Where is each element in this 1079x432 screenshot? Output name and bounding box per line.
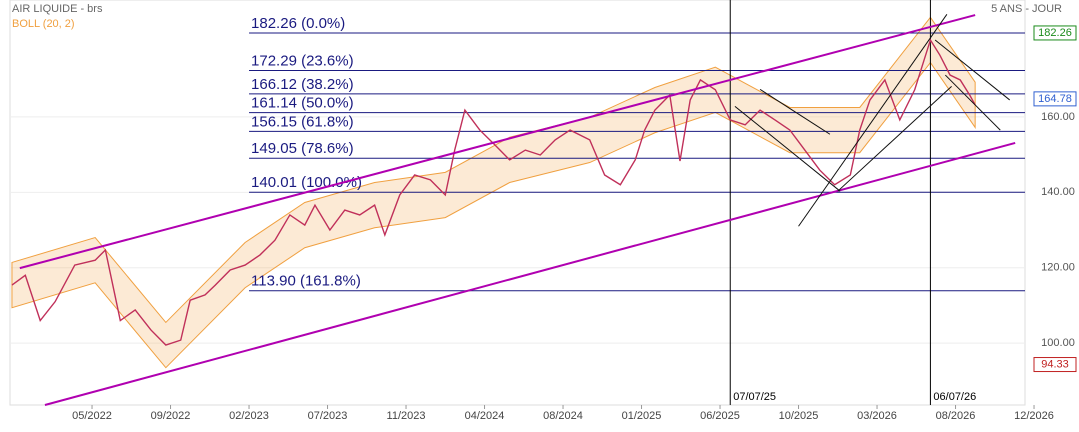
fib-label: 161.14 (50.0%) <box>251 95 354 112</box>
bollinger-band <box>11 16 976 369</box>
fib-label: 149.05 (78.6%) <box>251 140 354 157</box>
x-tick-label: 08/2024 <box>543 410 583 422</box>
x-tick-label: 06/2025 <box>700 410 740 422</box>
trend-line <box>734 105 841 192</box>
fib-label: 172.29 (23.6%) <box>251 53 354 70</box>
trend-line <box>759 88 831 135</box>
fib-label: 113.90 (161.8%) <box>251 273 361 290</box>
x-tick-label: 08/2026 <box>936 410 976 422</box>
trend-line <box>798 14 948 227</box>
bollinger-label: BOLL (20, 2) <box>12 18 75 30</box>
channel-line <box>19 14 976 270</box>
trend-line <box>944 74 1001 131</box>
y-tick-label: 120.00 <box>1041 262 1075 274</box>
price-line <box>11 38 976 346</box>
price-tag-box <box>1033 357 1077 373</box>
x-tick-label: 11/2023 <box>387 410 426 422</box>
price-tag-box <box>1033 25 1077 41</box>
x-tick-label: 12/2026 <box>1014 410 1054 422</box>
chart-title: AIR LIQUIDE - brs <box>12 3 103 15</box>
trend-line <box>934 39 1011 101</box>
x-tick-label: 02/2023 <box>229 410 269 422</box>
period-label: 5 ANS - JOUR <box>991 3 1062 15</box>
x-tick-label: 05/2022 <box>72 410 112 422</box>
fib-label: 182.26 (0.0%) <box>251 15 345 32</box>
x-tick-label: 03/2026 <box>857 410 897 422</box>
channel-line <box>44 141 1016 406</box>
y-tick-label: 160.00 <box>1041 111 1075 123</box>
price-tag-box <box>1033 91 1077 107</box>
fib-label: 166.12 (38.2%) <box>251 76 354 93</box>
trend-line <box>837 85 952 192</box>
y-tick-label: 100.00 <box>1041 337 1075 349</box>
x-tick-label: 04/2024 <box>465 410 505 422</box>
x-tick-label: 10/2025 <box>779 410 819 422</box>
fib-label: 140.01 (100.0%) <box>251 174 362 191</box>
y-tick-label: 140.00 <box>1041 186 1075 198</box>
date-marker-label: 06/07/26 <box>933 391 976 403</box>
price-tag: 164.78 <box>1038 93 1072 105</box>
fib-label: 156.15 (61.8%) <box>251 113 354 130</box>
price-tag: 182.26 <box>1038 27 1072 39</box>
x-tick-label: 07/2023 <box>308 410 348 422</box>
date-marker-label: 07/07/25 <box>733 391 776 403</box>
plot-frame <box>9 0 1026 406</box>
price-tag: 94.33 <box>1041 358 1069 370</box>
x-tick-label: 01/2025 <box>622 410 662 422</box>
x-tick-label: 09/2022 <box>151 410 191 422</box>
